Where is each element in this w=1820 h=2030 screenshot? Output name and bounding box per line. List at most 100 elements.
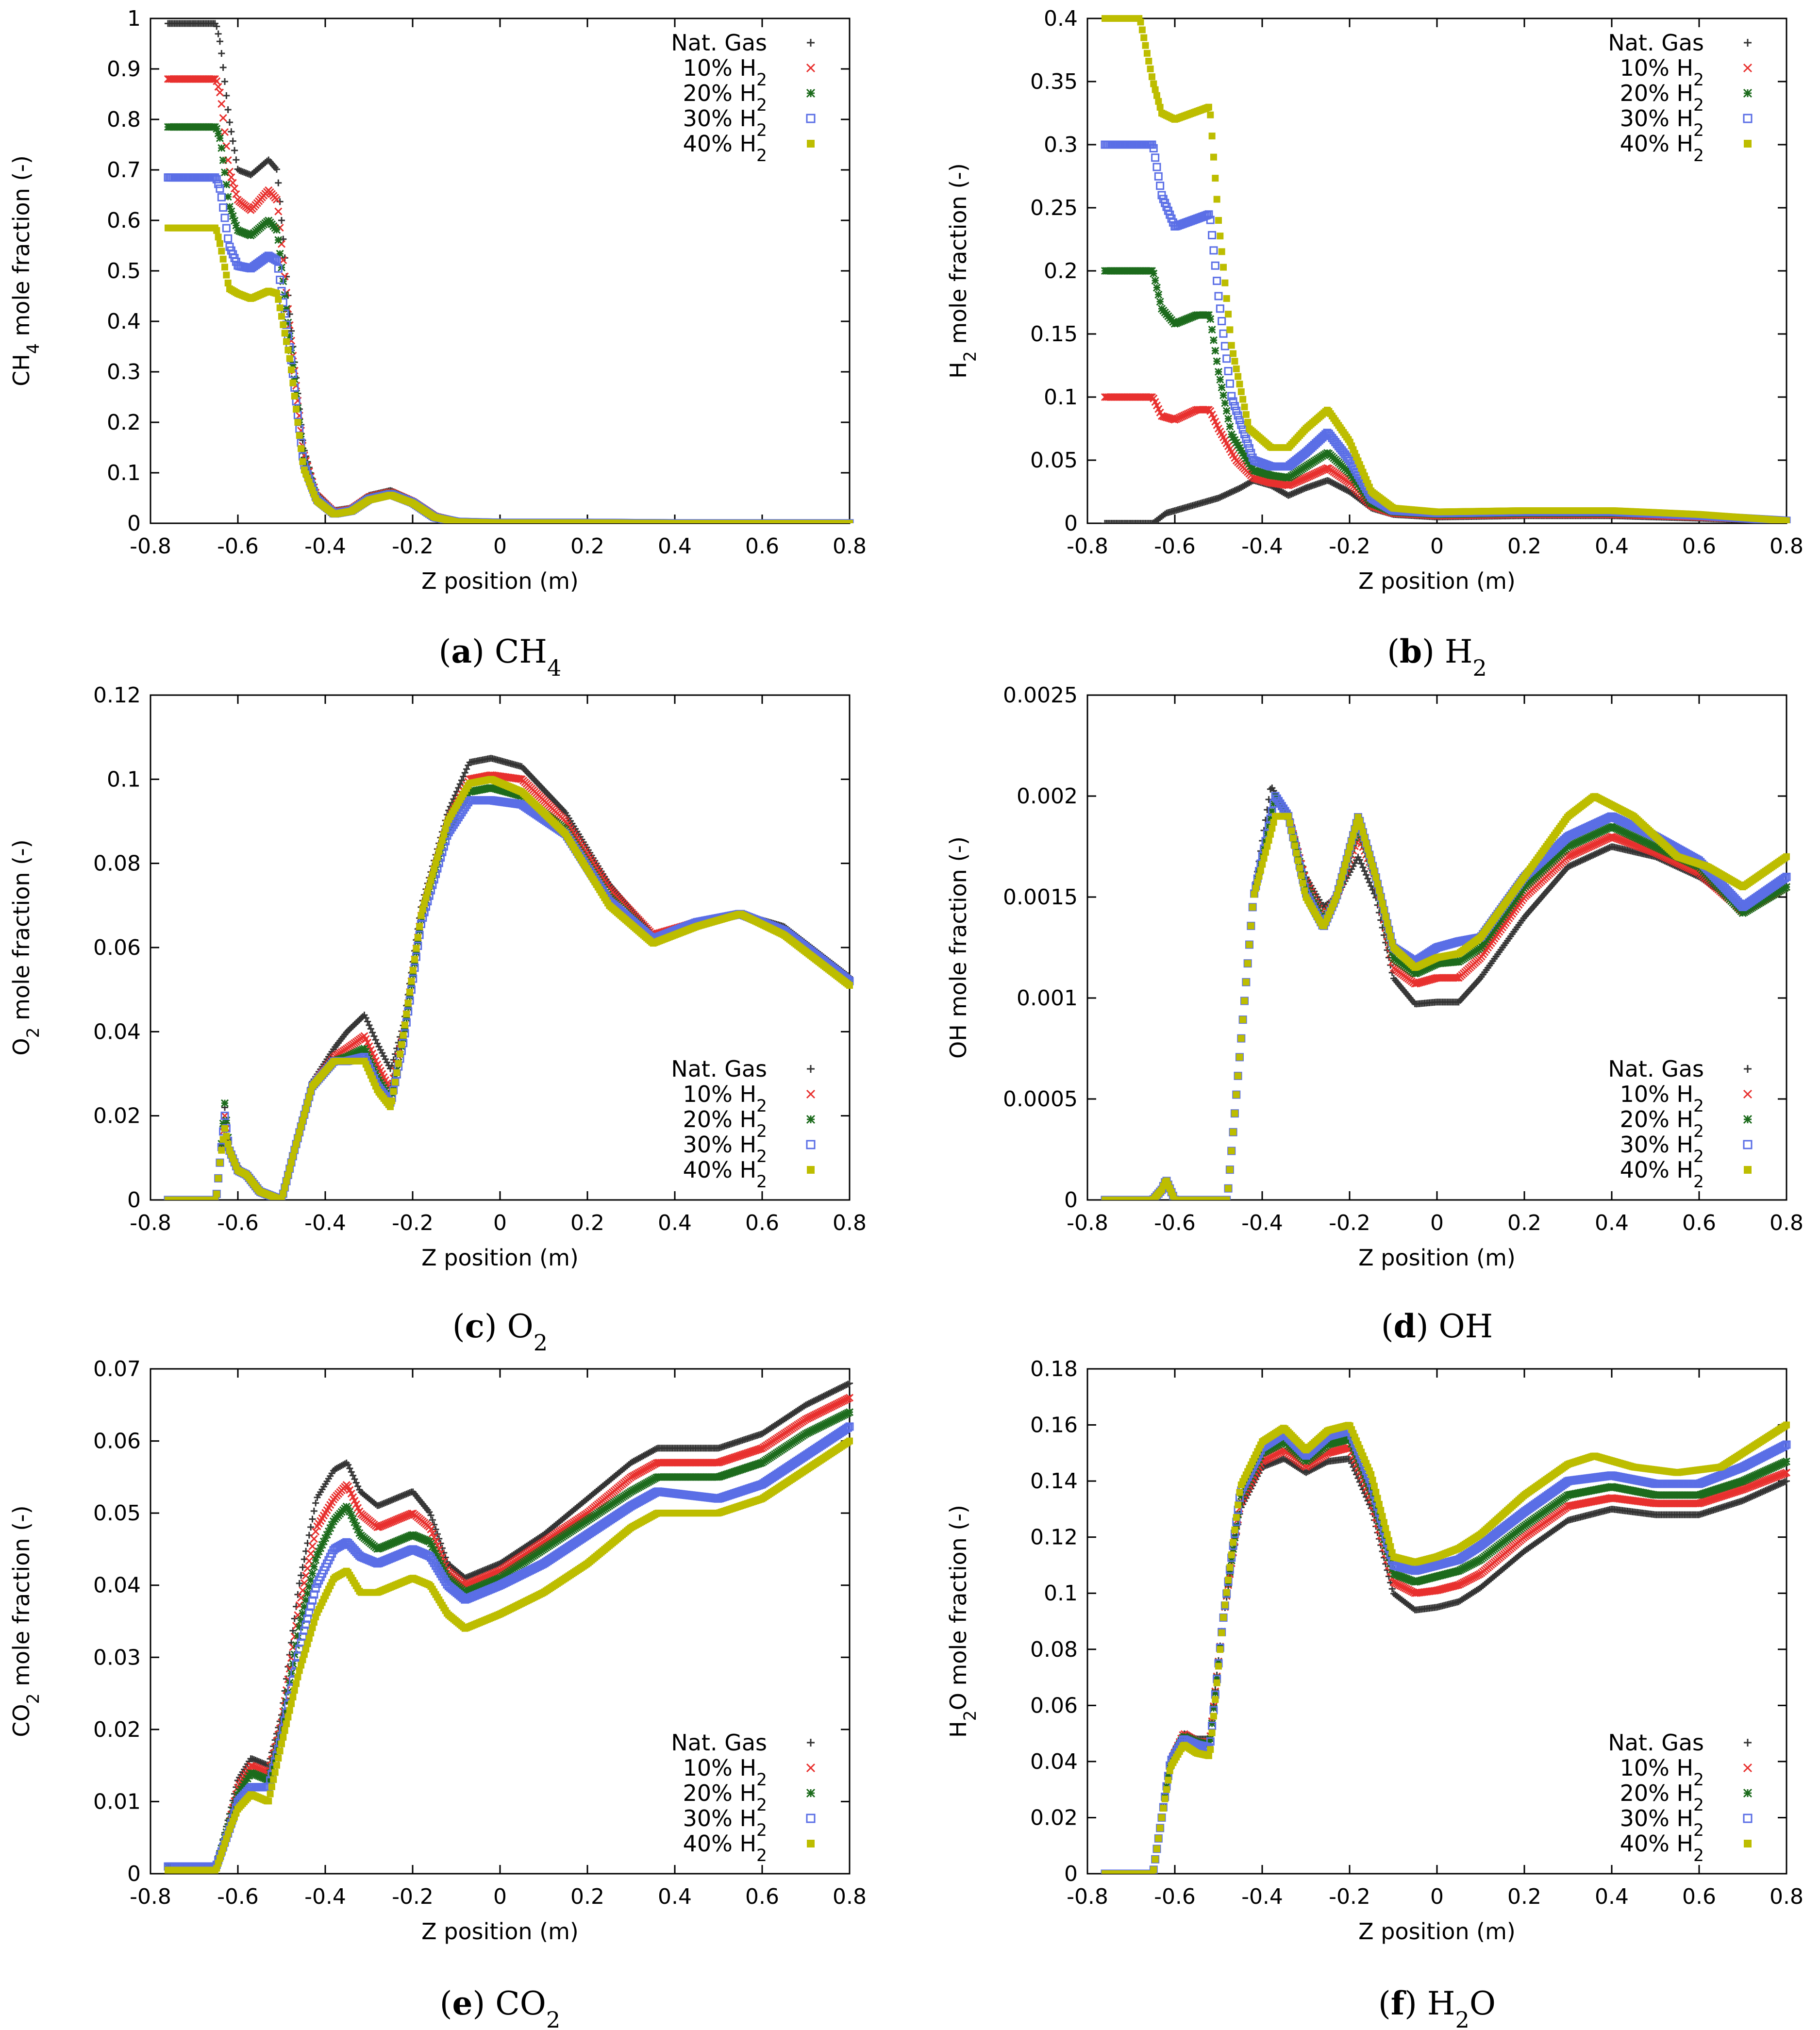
data-point bbox=[222, 224, 231, 233]
data-point bbox=[1134, 520, 1141, 523]
legend-marker bbox=[1744, 140, 1752, 148]
series-2 bbox=[164, 123, 854, 523]
data-point bbox=[212, 175, 221, 183]
data-point bbox=[1223, 295, 1230, 302]
data-point bbox=[223, 92, 230, 99]
data-point bbox=[1102, 520, 1108, 523]
data-point bbox=[1226, 422, 1234, 431]
x-tick-label: -0.6 bbox=[217, 1211, 259, 1235]
data-point bbox=[221, 78, 228, 85]
data-point bbox=[1111, 520, 1119, 523]
y-tick-label: 0.02 bbox=[93, 1104, 141, 1129]
y-tick-label: 0 bbox=[127, 1188, 141, 1213]
series-3 bbox=[164, 173, 854, 523]
data-point bbox=[219, 64, 227, 71]
data-point bbox=[227, 173, 235, 182]
y-tick-label: 0.25 bbox=[1030, 196, 1078, 220]
legend-label: 40% H2 bbox=[1620, 131, 1704, 166]
data-point bbox=[1213, 357, 1221, 366]
data-point bbox=[273, 290, 280, 297]
data-point bbox=[1131, 520, 1138, 523]
y-tick-label: 0.3 bbox=[107, 360, 141, 384]
data-point bbox=[1227, 392, 1236, 400]
data-point bbox=[1155, 98, 1162, 105]
data-point bbox=[1216, 304, 1224, 313]
data-point bbox=[369, 1029, 376, 1036]
data-point bbox=[1245, 444, 1254, 452]
y-tick-label: 0.7 bbox=[107, 158, 141, 183]
legend-marker bbox=[806, 88, 816, 98]
data-point bbox=[1237, 388, 1245, 395]
data-point bbox=[1208, 133, 1216, 140]
data-point bbox=[1151, 153, 1160, 162]
data-point bbox=[1224, 367, 1233, 376]
data-point bbox=[284, 318, 292, 327]
data-point bbox=[291, 392, 298, 399]
y-tick-label: 0.3 bbox=[1044, 133, 1078, 157]
data-point bbox=[1229, 397, 1237, 406]
data-point bbox=[272, 256, 281, 265]
data-point bbox=[220, 214, 229, 222]
y-tick-label: 0.06 bbox=[93, 935, 141, 960]
x-tick-label: -0.4 bbox=[304, 1211, 346, 1235]
chart-panel-a: -0.8 -0.6 -0.4 -0.2 0 0.2 0.4 0.6 0.800.10.20.30… bbox=[8, 6, 867, 594]
data-point bbox=[352, 1019, 360, 1027]
x-tick-label: -0.8 bbox=[130, 1211, 171, 1235]
data-point bbox=[1210, 153, 1217, 161]
data-point bbox=[1217, 233, 1224, 240]
x-tick-label: -0.6 bbox=[217, 534, 259, 559]
data-point bbox=[374, 1040, 381, 1047]
data-point bbox=[214, 180, 223, 188]
data-point bbox=[460, 773, 467, 780]
data-point bbox=[274, 236, 283, 244]
x-axis-label: Z position (m) bbox=[421, 1245, 579, 1271]
data-point bbox=[1211, 347, 1219, 355]
x-tick-label: 0 bbox=[1430, 534, 1444, 559]
data-point bbox=[232, 221, 240, 230]
data-point bbox=[1152, 283, 1161, 292]
data-point bbox=[1152, 86, 1159, 93]
y-axis-label: CH4 mole fraction (-) bbox=[8, 155, 43, 386]
data-point bbox=[1119, 520, 1126, 523]
data-point bbox=[1204, 311, 1213, 319]
series-4 bbox=[1102, 15, 1790, 523]
data-point bbox=[1230, 350, 1237, 357]
data-point bbox=[1206, 315, 1215, 323]
data-point bbox=[1218, 317, 1226, 326]
data-point bbox=[286, 355, 293, 362]
y-tick-label: 0.5 bbox=[107, 259, 141, 283]
y-tick-label: 0.9 bbox=[107, 57, 141, 82]
data-point bbox=[1121, 520, 1128, 523]
data-point bbox=[298, 445, 305, 452]
data-point bbox=[229, 137, 236, 145]
data-point bbox=[213, 125, 221, 133]
data-point bbox=[1213, 196, 1220, 203]
data-point bbox=[346, 1026, 353, 1033]
data-point bbox=[219, 255, 227, 263]
data-point bbox=[1138, 520, 1146, 523]
data-point bbox=[350, 1022, 357, 1030]
data-point bbox=[1122, 520, 1130, 523]
data-point bbox=[1143, 520, 1151, 523]
data-point bbox=[1221, 279, 1229, 286]
data-point bbox=[214, 129, 222, 138]
x-tick-label: 0.6 bbox=[745, 534, 779, 559]
data-point bbox=[1153, 92, 1160, 99]
legend-label: 10% H2 bbox=[1620, 55, 1704, 90]
data-point bbox=[1142, 42, 1149, 49]
data-point bbox=[1232, 406, 1241, 415]
y-tick-label: 0.1 bbox=[107, 767, 141, 792]
data-point bbox=[1222, 354, 1231, 363]
x-tick-label: 0.8 bbox=[833, 534, 867, 559]
x-tick-label: -0.2 bbox=[1329, 534, 1370, 559]
data-point bbox=[456, 781, 464, 788]
data-point bbox=[276, 304, 284, 312]
data-point bbox=[1151, 276, 1159, 285]
data-point bbox=[359, 1013, 367, 1020]
x-tick-label: 0.8 bbox=[1770, 534, 1803, 559]
data-point bbox=[1219, 391, 1228, 399]
x-tick-label: 0.4 bbox=[658, 534, 692, 559]
data-point bbox=[224, 234, 233, 243]
data-point bbox=[1124, 520, 1131, 523]
legend-label: 40% H2 bbox=[683, 131, 767, 166]
